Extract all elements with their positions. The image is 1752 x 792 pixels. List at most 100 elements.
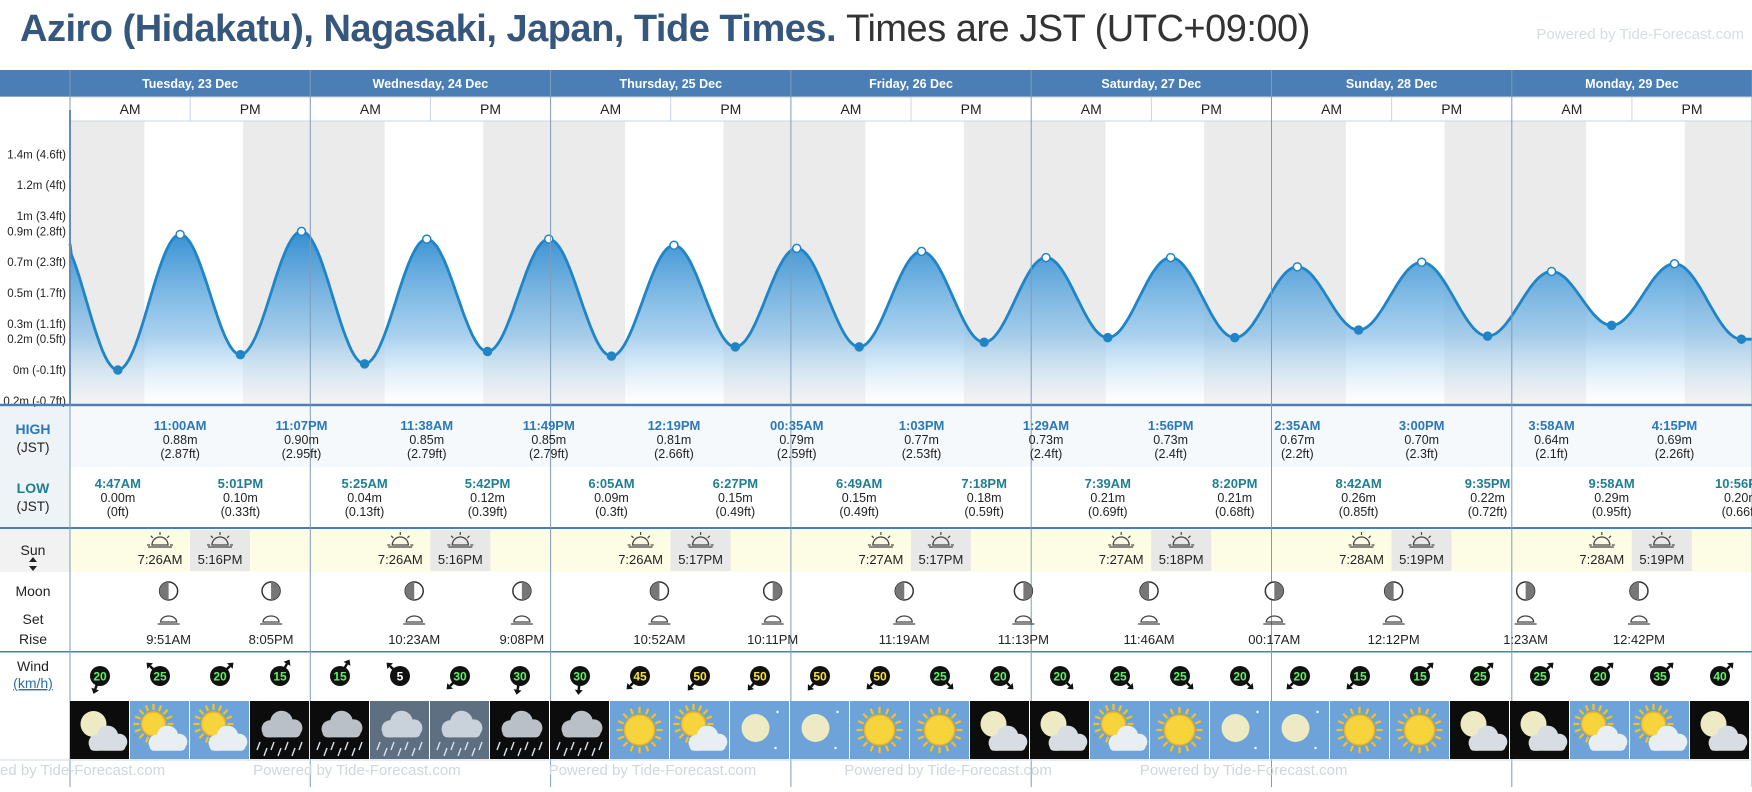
sun-ray: [1374, 720, 1382, 725]
powered-by-footer-text: Powered by Tide-Forecast.com: [548, 762, 757, 779]
sun-ray: [857, 720, 865, 725]
sunset-icon: [1408, 532, 1435, 548]
high-tide-feet: (2.3ft): [1405, 447, 1438, 461]
sun-ray: [922, 741, 929, 748]
am-label: AM: [1321, 101, 1342, 117]
wind-badge: [510, 666, 530, 686]
wind-arrow-head: [574, 689, 583, 695]
sun-ray: [929, 745, 935, 752]
high-tide-time: 1:29AM: [1023, 418, 1069, 433]
wind-speed: 20: [993, 670, 1007, 684]
sun-ray: [1434, 720, 1442, 725]
low-tide-meters: 0.26m: [1341, 491, 1376, 505]
high-tide-point: [1546, 266, 1557, 277]
sun-ray: [917, 735, 925, 740]
sun-ray: [1194, 720, 1202, 725]
wind-indicator: 20: [90, 666, 110, 694]
moonset-label: Set: [22, 611, 43, 627]
low-tide-meters: 0.21m: [1217, 491, 1252, 505]
wind-indicator: 20: [1286, 666, 1310, 690]
weather-icon-night-rain: [550, 701, 609, 759]
rain-drop: [337, 747, 342, 757]
wind-badge: [870, 666, 890, 686]
powered-by-footer-text: Powered by Tide-Forecast.com: [844, 762, 1052, 779]
sunset-time: 5:17PM: [678, 552, 723, 567]
star: [776, 710, 779, 714]
sun-ray: [204, 736, 210, 743]
sunrise-time: 7:26AM: [138, 552, 183, 567]
sun-ray: [1424, 745, 1430, 752]
wind-speed: 25: [1533, 670, 1547, 684]
am-label: AM: [600, 101, 621, 117]
sun-ray: [1602, 709, 1609, 715]
sun-disc: [923, 714, 956, 746]
ampm-bar: [0, 96, 1752, 122]
moonset-icon: [513, 615, 531, 623]
moon-phase-icon: [1629, 581, 1649, 601]
sun-ray: [650, 712, 657, 719]
wind-indicator: 20: [1230, 666, 1254, 690]
sun-ray: [1574, 728, 1581, 733]
tide-area: [70, 231, 1752, 405]
sun-ray: [654, 735, 662, 740]
weather-icon-cloudy-rain: [430, 701, 489, 759]
cloud-base: [562, 727, 601, 738]
sun-ray: [869, 708, 875, 715]
high-tide-time: 2:35AM: [1274, 418, 1320, 433]
weather-icon-partly-cloudy: [1570, 701, 1629, 759]
moon-disc: [801, 714, 830, 742]
weather-icon-night-rain: [490, 701, 549, 759]
wind-indicator: 25: [1470, 662, 1494, 686]
wind-indicator: 15: [330, 659, 351, 686]
wind-badge: [270, 666, 290, 686]
rain-drop: [351, 747, 356, 757]
weather-icon-night-rain: [250, 701, 309, 759]
high-tide-time: 4:15PM: [1652, 418, 1698, 433]
wind-arrow-head: [866, 683, 873, 690]
sun-ray: [1430, 712, 1437, 719]
wind-indicator: 25: [146, 662, 170, 686]
y-tick-label: 0m (-0.1ft): [13, 365, 66, 377]
wind-badge: [1650, 666, 1670, 686]
day-label: Tuesday, 23 Dec: [142, 77, 238, 91]
sun-ray: [1402, 712, 1409, 719]
moon-disc: [1221, 714, 1250, 742]
moon-phase-icon: [1139, 581, 1159, 601]
weather-icon-sunny: [610, 701, 669, 759]
moonset-time: 9:08PM: [499, 632, 544, 647]
sun-ray: [1397, 720, 1405, 725]
sunrise-arc: [1352, 536, 1371, 546]
sun-ray: [622, 741, 629, 748]
sunset-arc: [1172, 536, 1190, 546]
wind-badge: [1530, 666, 1550, 686]
sun-ray: [1184, 745, 1190, 752]
wind-indicator: 50: [866, 666, 890, 690]
sun-ray: [1434, 735, 1442, 740]
moon-phase-icon: [1515, 581, 1536, 601]
cloud-base: [149, 741, 186, 751]
rain-drop: [510, 741, 515, 751]
wind-badge: [330, 666, 350, 686]
sunset-arc: [211, 536, 229, 546]
sun-ray: [1169, 708, 1175, 715]
sun-ray: [954, 735, 962, 740]
wind-unit-link[interactable]: (km/h): [13, 675, 53, 691]
sunrise-arc: [631, 536, 650, 546]
weather-icon-sunny: [850, 701, 909, 759]
sun-ray: [134, 728, 141, 733]
sun-ray: [1584, 705, 1590, 712]
wind-arrow-head: [1247, 683, 1254, 690]
wind-badge: [810, 666, 830, 686]
low-tide-feet: (0.85ft): [1339, 505, 1379, 519]
sun-ray: [150, 535, 154, 539]
cloud-base: [262, 727, 301, 738]
pm-label: PM: [1441, 101, 1462, 117]
wind-arrow-head: [1607, 662, 1614, 669]
moonset-icon: [1265, 615, 1283, 623]
sunset-arc: [691, 536, 710, 546]
sun-ray: [226, 715, 233, 720]
wind-badge: [150, 666, 170, 686]
high-tide-point: [1292, 262, 1303, 272]
rain-drop: [298, 741, 303, 751]
wind-arrow-head: [283, 659, 291, 666]
